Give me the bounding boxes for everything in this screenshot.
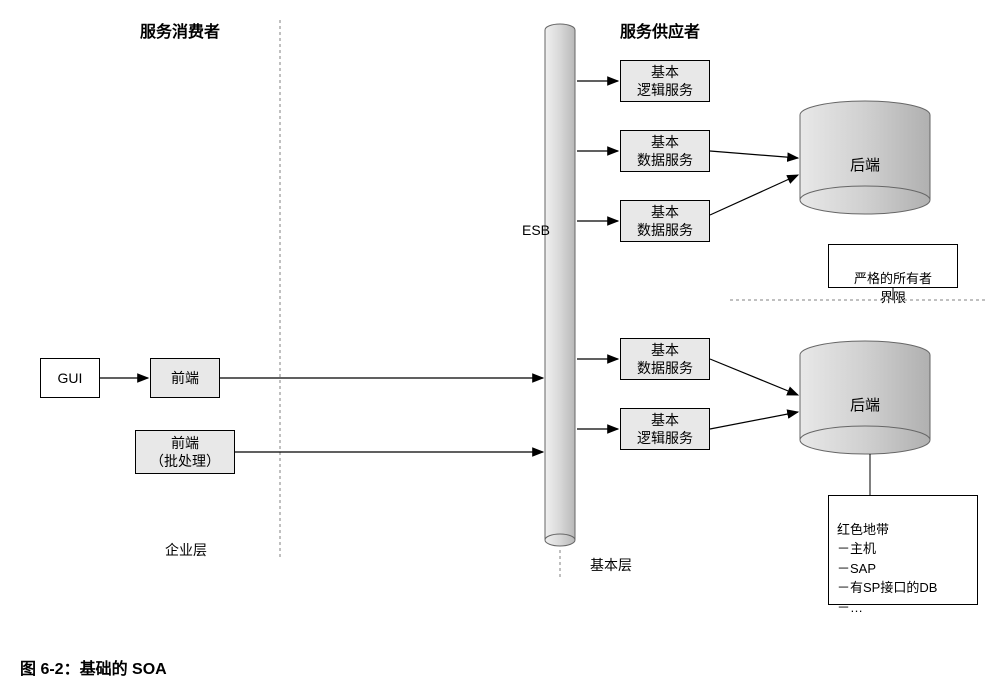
- note-owner-boundary: 严格的所有者 界限: [828, 244, 958, 288]
- arrow-svc5-backend2: [710, 412, 798, 429]
- note-red-zone-text: 红色地带 －主机 －SAP －有SP接口的DB －…: [837, 522, 937, 615]
- box-svc-data-2: 基本 数据服务: [620, 200, 710, 242]
- esb-label: ESB: [522, 222, 550, 238]
- box-svc-data-1-label: 基本 数据服务: [637, 133, 693, 169]
- box-svc-data-3-label: 基本 数据服务: [637, 341, 693, 377]
- backend-1-label: 后端: [850, 157, 880, 174]
- backend-2-label: 后端: [850, 397, 880, 414]
- box-svc-data-1: 基本 数据服务: [620, 130, 710, 172]
- arrow-svc2-backend1: [710, 151, 798, 158]
- box-svc-logic-1-label: 基本 逻辑服务: [637, 63, 693, 99]
- header-provider: 服务供应者: [620, 18, 700, 42]
- box-frontend-label: 前端: [171, 369, 199, 387]
- diagram-canvas: 服务消费者 服务供应者 企业层 基本层 GUI 前端 前端 （批处理） 基本 逻…: [0, 0, 993, 687]
- note-owner-boundary-text: 严格的所有者 界限: [854, 271, 932, 306]
- label-basic-layer: 基本层: [590, 555, 632, 575]
- box-svc-logic-2: 基本 逻辑服务: [620, 408, 710, 450]
- box-svc-logic-2-label: 基本 逻辑服务: [637, 411, 693, 447]
- label-enterprise-layer: 企业层: [165, 540, 207, 560]
- figure-caption: 图 6-2：基础的 SOA: [20, 655, 167, 679]
- esb-cylinder: ESB: [522, 24, 575, 546]
- backend-cylinder-1: 后端: [800, 101, 930, 214]
- box-svc-data-3: 基本 数据服务: [620, 338, 710, 380]
- header-consumer: 服务消费者: [140, 18, 220, 42]
- box-frontend-batch: 前端 （批处理）: [135, 430, 235, 474]
- box-svc-logic-1: 基本 逻辑服务: [620, 60, 710, 102]
- arrow-svc3-backend1: [710, 175, 798, 215]
- box-frontend: 前端: [150, 358, 220, 398]
- arrow-svc4-backend2: [710, 359, 798, 395]
- note-red-zone: 红色地带 －主机 －SAP －有SP接口的DB －…: [828, 495, 978, 605]
- box-frontend-batch-label: 前端 （批处理）: [150, 434, 220, 470]
- box-gui-label: GUI: [58, 369, 83, 387]
- box-svc-data-2-label: 基本 数据服务: [637, 203, 693, 239]
- backend-cylinder-2: 后端: [800, 341, 930, 454]
- box-gui: GUI: [40, 358, 100, 398]
